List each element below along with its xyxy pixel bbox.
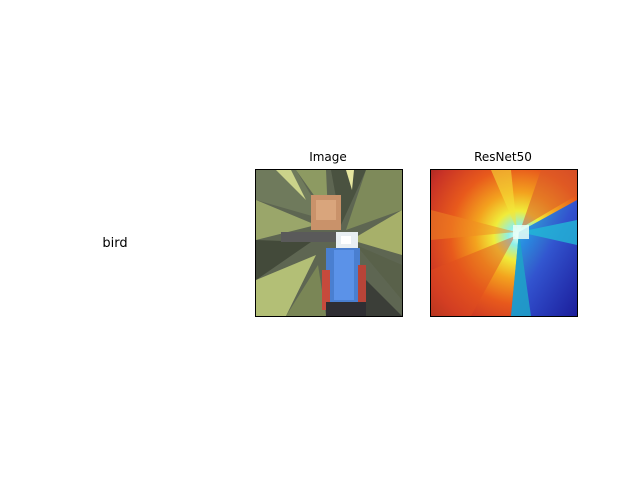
input-image-panel xyxy=(255,169,403,317)
image-panel-title: Image xyxy=(309,150,347,164)
bird-photo xyxy=(256,170,402,316)
resnet50-saliency-panel xyxy=(430,169,578,317)
resnet50-heatmap xyxy=(431,170,577,316)
resnet50-panel-title: ResNet50 xyxy=(474,150,532,164)
row-label: bird xyxy=(102,236,128,251)
